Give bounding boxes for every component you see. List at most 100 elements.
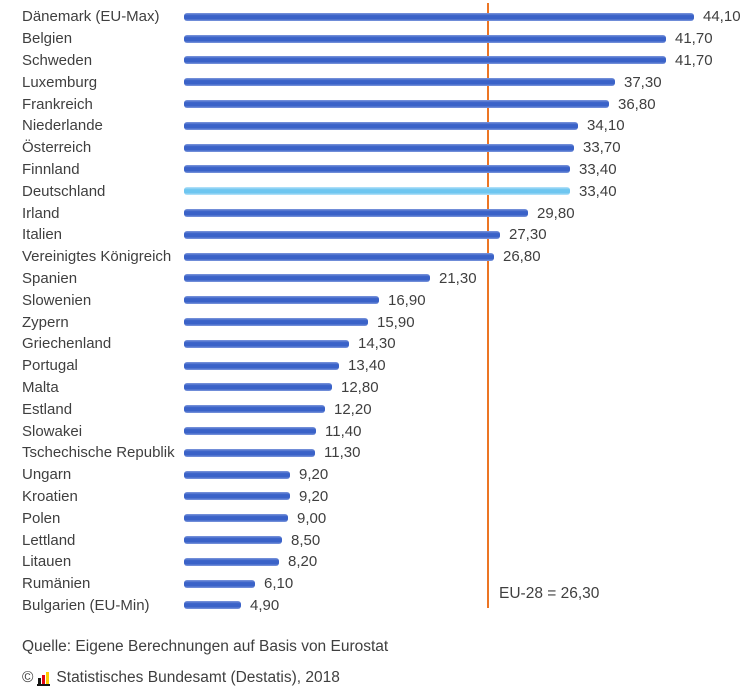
- value-label: 37,30: [624, 73, 662, 91]
- bar: [184, 383, 332, 392]
- bar: [184, 209, 528, 218]
- chart-row: Finnland 33,40: [0, 159, 750, 181]
- category-label: Schweden: [22, 51, 93, 69]
- value-label: 41,70: [675, 30, 713, 48]
- value-label: 21,30: [439, 269, 477, 287]
- category-label: Portugal: [22, 357, 78, 375]
- category-label: Litauen: [22, 553, 72, 571]
- bar: [184, 78, 615, 87]
- category-label: Dänemark (EU-Max): [22, 8, 160, 26]
- bar: [184, 536, 282, 545]
- bar: [184, 427, 316, 436]
- chart-row: Niederlande 34,10: [0, 115, 750, 137]
- destatis-bars-icon: [37, 671, 51, 686]
- category-label: Malta: [22, 378, 59, 396]
- value-label: 12,80: [341, 378, 379, 396]
- bar: [184, 557, 279, 566]
- category-label: Rumänien: [22, 575, 91, 593]
- bar: [184, 405, 325, 414]
- bar: [184, 492, 290, 501]
- bar: [184, 100, 609, 109]
- category-label: Kroatien: [22, 487, 78, 505]
- copyright-text: Statistisches Bundesamt (Destatis), 2018: [56, 669, 340, 686]
- value-label: 6,10: [264, 575, 294, 593]
- value-label: 12,20: [334, 400, 372, 418]
- bar: [184, 34, 666, 43]
- chart-row: Luxemburg 37,30: [0, 71, 750, 93]
- value-label: 8,20: [288, 553, 318, 571]
- chart-row: Frankreich 36,80: [0, 93, 750, 115]
- chart-row: Zypern 15,90: [0, 311, 750, 333]
- bar: [184, 252, 494, 261]
- value-label: 34,10: [587, 117, 625, 135]
- category-label: Vereinigtes Königreich: [22, 248, 172, 266]
- value-label: 15,90: [377, 313, 415, 331]
- bar: [184, 448, 315, 457]
- value-label: 29,80: [537, 204, 575, 222]
- category-label: Slowakei: [22, 422, 83, 440]
- value-label: 36,80: [618, 95, 656, 113]
- bar: [184, 165, 570, 174]
- category-label: Italien: [22, 226, 63, 244]
- value-label: 4,90: [250, 596, 280, 614]
- category-label: Polen: [22, 509, 61, 527]
- bar: [184, 470, 290, 479]
- eu28-reference-label: EU-28 = 26,30: [499, 585, 600, 602]
- value-label: 33,70: [583, 139, 621, 157]
- chart-row: Malta 12,80: [0, 377, 750, 399]
- bar-chart: EU-28 = 26,30 Dänemark (EU-Max) 44,10 Be…: [0, 3, 750, 617]
- value-label: 11,40: [325, 422, 362, 440]
- category-label: Niederlande: [22, 117, 103, 135]
- category-label: Bulgarien (EU-Min): [22, 596, 150, 614]
- value-label: 13,40: [348, 357, 386, 375]
- category-label: Lettland: [22, 531, 76, 549]
- chart-row: Irland 29,80: [0, 202, 750, 224]
- chart-row: Schweden 41,70: [0, 50, 750, 72]
- category-label: Tschechische Republik: [22, 444, 175, 462]
- bar: [184, 514, 288, 523]
- value-label: 16,90: [388, 291, 426, 309]
- copyright-symbol: ©: [22, 669, 34, 686]
- value-label: 44,10: [703, 8, 741, 26]
- chart-row: Kroatien 9,20: [0, 486, 750, 508]
- eu28-reference-line: [487, 3, 489, 608]
- value-label: 9,20: [299, 466, 329, 484]
- value-label: 26,80: [503, 248, 541, 266]
- category-label: Ungarn: [22, 466, 72, 484]
- chart-row: Lettland 8,50: [0, 529, 750, 551]
- value-label: 33,40: [579, 182, 617, 200]
- bar: [184, 121, 578, 130]
- value-label: 11,30: [324, 444, 361, 462]
- bar: [184, 601, 241, 610]
- chart-row: Belgien 41,70: [0, 28, 750, 50]
- chart-row: Portugal 13,40: [0, 355, 750, 377]
- value-label: 9,20: [299, 487, 329, 505]
- bar: [184, 318, 368, 327]
- chart-row: Tschechische Republik 11,30: [0, 442, 750, 464]
- chart-row: Ungarn 9,20: [0, 464, 750, 486]
- chart-footer: Quelle: Eigene Berechnungen auf Basis vo…: [0, 630, 750, 687]
- chart-row: Litauen 8,20: [0, 551, 750, 573]
- chart-row: Estland 12,20: [0, 398, 750, 420]
- copyright-line: © Statistisches Bundesamt (Destatis), 20…: [22, 669, 750, 687]
- chart-row: Vereinigtes Königreich 26,80: [0, 246, 750, 268]
- value-label: 33,40: [579, 160, 617, 178]
- category-label: Estland: [22, 400, 73, 418]
- value-label: 27,30: [509, 226, 547, 244]
- bar: [184, 12, 694, 21]
- chart-row: Slowenien 16,90: [0, 289, 750, 311]
- bar: [184, 579, 255, 588]
- chart-row: Rumänien 6,10: [0, 573, 750, 595]
- category-label: Luxemburg: [22, 73, 98, 91]
- value-label: 14,30: [358, 335, 396, 353]
- category-label: Belgien: [22, 30, 73, 48]
- chart-row: Slowakei 11,40: [0, 420, 750, 442]
- chart-row: Bulgarien (EU-Min) 4,90: [0, 595, 750, 617]
- value-label: 8,50: [291, 531, 321, 549]
- chart-row: Griechenland 14,30: [0, 333, 750, 355]
- chart-row: Dänemark (EU-Max) 44,10: [0, 6, 750, 28]
- bar: [184, 56, 666, 65]
- chart-row: Italien 27,30: [0, 224, 750, 246]
- bar: [184, 361, 339, 370]
